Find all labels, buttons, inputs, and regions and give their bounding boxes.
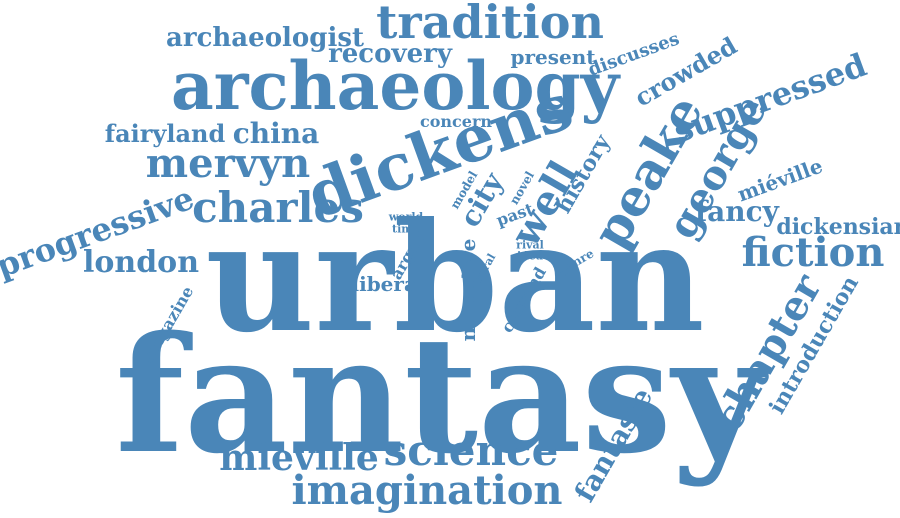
word-mieville-accent: miéville xyxy=(734,153,826,207)
word-concern: concern xyxy=(419,112,493,131)
word-time: time xyxy=(392,222,420,236)
word-mieville: mieville xyxy=(219,437,379,479)
word-fairyland: fairyland xyxy=(104,119,226,148)
word-recovery: recovery xyxy=(328,39,452,69)
word-idea: idea xyxy=(517,249,543,263)
word-archaeologist: archaeologist xyxy=(166,23,364,53)
word-imagination: imagination xyxy=(291,467,563,514)
word-charles: charles xyxy=(192,183,364,232)
word-fancy: fancy xyxy=(695,195,779,228)
word-liberal: liberal xyxy=(351,272,425,296)
word-science: science xyxy=(383,426,559,475)
word-fiction: fiction xyxy=(741,229,885,276)
word-archaeology: archaeology xyxy=(170,47,620,125)
word-tradition: tradition xyxy=(376,0,604,49)
word-rival: rival xyxy=(516,238,544,252)
word-dickensian: dickensian xyxy=(776,214,900,240)
word-london: london xyxy=(82,245,200,280)
word-present: present xyxy=(510,45,596,69)
word-fantasy: fantasy xyxy=(115,301,765,489)
word-mervyn: mervyn xyxy=(145,140,311,187)
word-narrative: narrative xyxy=(456,238,480,342)
word-china: china xyxy=(232,117,320,150)
word-urban: urban xyxy=(205,190,705,366)
word-world: world xyxy=(388,210,424,224)
